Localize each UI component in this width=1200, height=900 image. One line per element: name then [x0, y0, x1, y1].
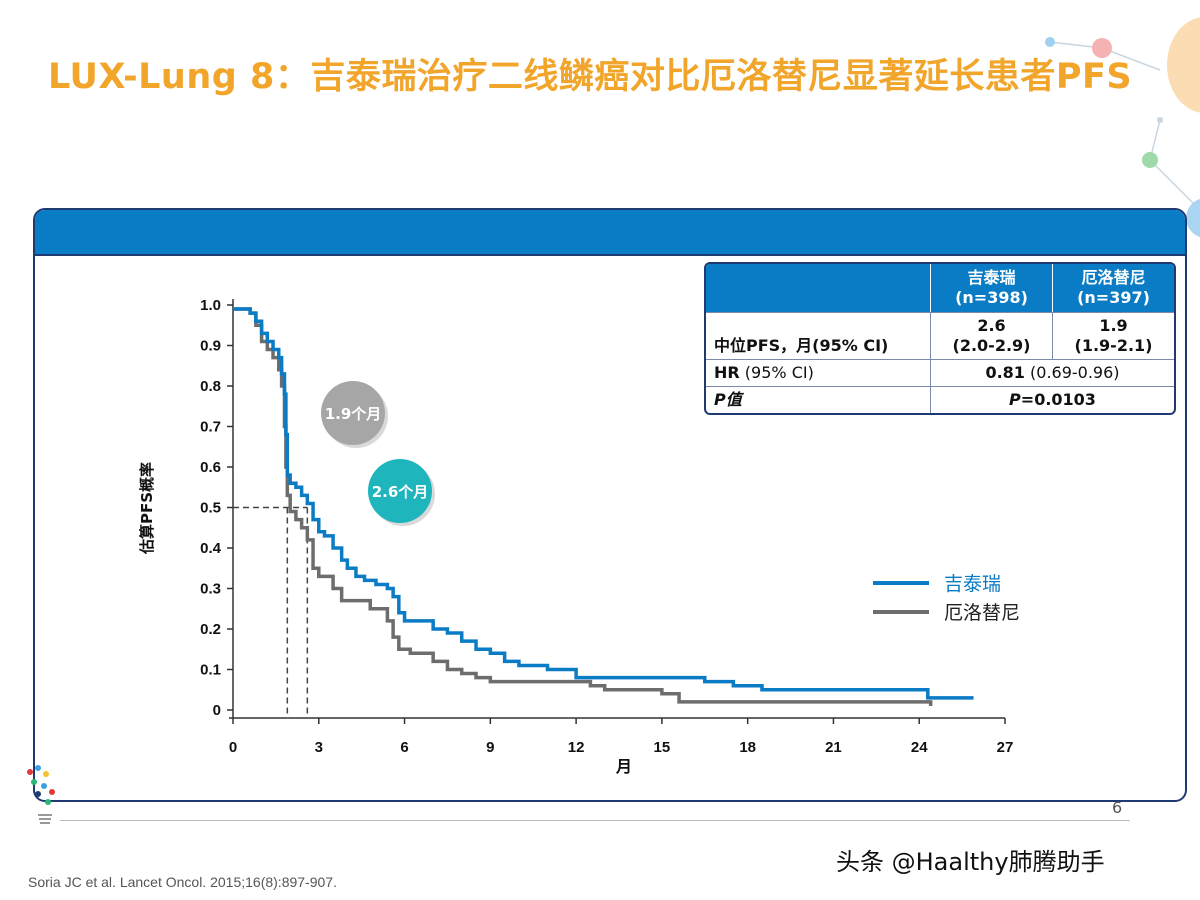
y-tick-label: 0.4: [200, 540, 222, 557]
footer-divider: [60, 820, 1130, 821]
p-italic: P: [1009, 390, 1021, 409]
row-label-hr: HR (95% CI): [706, 359, 930, 386]
y-tick-label: 0.5: [200, 500, 221, 517]
x-tick-label: 9: [486, 739, 494, 756]
legend-label: 厄洛替尼: [944, 602, 1020, 624]
x-tick-label: 21: [825, 739, 842, 756]
table-row: P值 P=0.0103: [706, 386, 1174, 413]
pfs-summary-table: 吉泰瑞 (n=398) 厄洛替尼 (n=397) 中位PFS，月(95% CI)…: [704, 262, 1176, 415]
panel-header-bar: [35, 210, 1185, 256]
y-tick-label: 0.7: [200, 419, 221, 436]
x-tick-label: 6: [400, 739, 408, 756]
x-tick-label: 27: [997, 739, 1014, 756]
cell-hr-value: 0.81 (0.69-0.96): [930, 359, 1174, 386]
x-tick-label: 3: [315, 739, 323, 756]
x-tick-label: 24: [911, 739, 928, 756]
km-curve-afatinib: [233, 307, 974, 700]
table-header-blank: [706, 264, 930, 312]
y-tick-label: 0.9: [200, 338, 221, 355]
row-label-median-pfs: 中位PFS，月(95% CI): [706, 312, 930, 359]
content-panel: [33, 208, 1187, 802]
p-value: =0.0103: [1020, 390, 1096, 409]
median-badge-label: 1.9个月: [325, 405, 382, 423]
km-curve-erlotinib: [233, 307, 933, 706]
hr-label-bold: HR: [714, 363, 740, 382]
median-badge-label: 2.6个月: [372, 483, 429, 501]
y-axis-label: 估算PFS概率: [138, 462, 156, 555]
decorative-circles: [1045, 17, 1200, 238]
y-tick-label: 0.2: [200, 621, 221, 638]
cell-afatinib-median: 2.6 (2.0-2.9): [930, 312, 1052, 359]
table-header-afatinib: 吉泰瑞 (n=398): [930, 264, 1052, 312]
x-axis-label: 月: [615, 757, 632, 776]
table-row: HR (95% CI) 0.81 (0.69-0.96): [706, 359, 1174, 386]
page-number: 6: [1112, 798, 1123, 817]
table-header-afatinib-text: 吉泰瑞 (n=398): [955, 268, 1028, 307]
watermark: 头条 @Haalthy肺腾助手: [836, 848, 1105, 876]
y-tick-label: 0.3: [200, 581, 221, 598]
x-tick-label: 18: [739, 739, 756, 756]
slide-title: LUX-Lung 8：吉泰瑞治疗二线鳞癌对比厄洛替尼显著延长患者PFS: [48, 57, 1133, 97]
citation: Soria JC et al. Lancet Oncol. 2015;16(8)…: [28, 874, 337, 890]
x-tick-label: 15: [654, 739, 671, 756]
y-tick-label: 0.1: [200, 662, 221, 679]
table-row: 中位PFS，月(95% CI) 2.6 (2.0-2.9) 1.9 (1.9-2…: [706, 312, 1174, 359]
hr-label-rest: (95% CI): [739, 363, 814, 382]
cell-p-value: P=0.0103: [930, 386, 1174, 413]
median-badge: [368, 459, 432, 523]
median-badge: [321, 381, 385, 445]
y-tick-label: 0.8: [200, 378, 221, 395]
hr-value-bold: 0.81: [985, 363, 1025, 382]
p-label: P值: [714, 390, 742, 409]
y-tick-label: 0.6: [200, 459, 221, 476]
y-tick-label: 0: [213, 702, 221, 719]
hr-value-ci: (0.69-0.96): [1024, 363, 1120, 382]
table-header-erlotinib: 厄洛替尼 (n=397): [1052, 264, 1174, 312]
x-tick-label: 0: [229, 739, 237, 756]
legend-label: 吉泰瑞: [944, 573, 1001, 595]
table-header-erlotinib-text: 厄洛替尼 (n=397): [1077, 268, 1150, 307]
x-tick-label: 12: [568, 739, 585, 756]
bulb-logo-icon: [27, 765, 55, 824]
cell-erlotinib-median: 1.9 (1.9-2.1): [1052, 312, 1174, 359]
y-tick-label: 1.0: [200, 297, 221, 314]
row-label-p: P值: [706, 386, 930, 413]
